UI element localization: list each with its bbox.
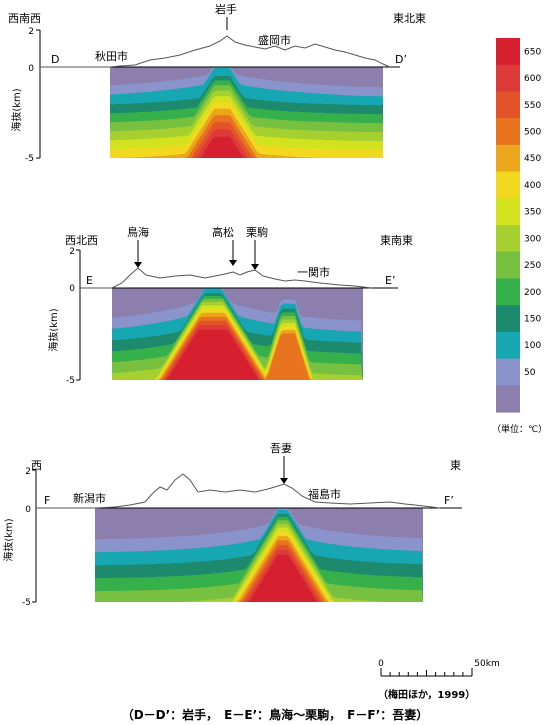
section-d-place-morioka: 盛岡市 [258,33,291,47]
section-d-ytick-5: -5 [25,154,34,164]
section-d-end-right: D’ [395,53,407,66]
section-f-topography [36,473,441,509]
section-d-ytick-0: 0 [28,64,34,74]
section-f-ytick-2: 2 [25,467,31,477]
section-f-band-8 [95,531,423,602]
section-e-ytick-5: -5 [66,376,75,386]
legend-swatch [496,198,520,226]
legend-swatch [496,251,520,280]
legend-tick-label: 400 [524,181,541,191]
legend-swatch [496,305,520,333]
section-e: 西北西 東南東 E E’ 鳥海 高松 栗駒 一関市 海抜(km) 2 0 -5 [47,225,413,386]
legend-tick-label: 450 [524,154,541,164]
legend-tick-label: 500 [524,128,541,138]
section-f-ylabel: 海抜(km) [2,518,15,561]
section-e-dir-right: 東南東 [380,234,413,247]
section-f-ytick-0: 0 [25,505,31,515]
section-d-ylabel: 海抜(km) [10,88,23,131]
section-d-place-akita: 秋田市 [95,49,128,63]
legend-swatch [496,171,520,199]
scale-bar: 0 50km [378,659,500,677]
legend-unit-label: （単位：℃） [492,423,547,435]
legend-swatch [496,91,520,119]
section-d-dir-left: 西南西 [8,12,41,25]
section-f-band-13 [95,554,423,602]
section-e-takamatsu-arrowhead [229,260,237,266]
legend-tick-label: 50 [524,368,536,378]
section-d-place-iwate: 岩手 [215,2,237,16]
legend-tick-label: 150 [524,315,541,325]
legend-tick-label: 100 [524,341,541,351]
section-f-place-fukushima: 福島市 [308,487,341,501]
scale-bar-end-label: 50km [474,659,499,669]
section-d-temperature-bands [110,67,383,158]
legend-swatch [496,331,520,360]
section-e-place-kurikoma: 栗駒 [246,226,268,239]
legend-swatches [496,38,520,413]
source-citation: （梅田ほか，1999） [378,688,475,701]
legend-swatch [496,385,520,413]
section-e-topography [80,267,373,289]
legend-tick-label: 300 [524,234,541,244]
legend-tick-label: 550 [524,101,541,111]
section-f: 西 東 F F’ 新潟市 吾妻 福島市 海抜(km) 2 0 -5 [2,442,462,608]
section-d-band-11 [110,122,383,158]
section-e-dir-left: 西北西 [65,234,98,247]
section-e-end-right: E’ [385,274,395,287]
legend-swatch [496,225,520,253]
section-f-end-right: F’ [444,494,454,507]
legend-swatch [496,38,520,66]
section-f-place-azuma: 吾妻 [270,442,292,455]
section-e-chokai-arrowhead [134,262,142,268]
section-e-place-chokai: 鳥海 [127,225,149,239]
section-e-place-ichinoseki: 一関市 [297,265,330,279]
section-f-end-left: F [44,494,50,507]
legend-swatch [496,118,520,146]
section-f-band-9 [95,535,423,602]
section-d-band-7 [110,96,383,158]
section-f-dir-left: 西 [31,459,42,472]
section-e-kurikoma-arrowhead [251,264,259,270]
section-d-dir-right: 東北東 [393,12,426,25]
section-e-band-13 [112,329,363,380]
legend-swatch [496,64,520,93]
section-d-topography [40,35,391,68]
figure-caption: （D－D’：岩手， E－E’：鳥海～栗駒， F－F’：吾妻） [122,707,429,722]
legend-swatch [496,358,520,386]
section-e-ytick-0: 0 [69,284,75,294]
section-d-band-8 [110,102,383,158]
scale-bar-minor-ticks [389,670,464,676]
legend-ticks: 650 600 550 500 450 400 350 300 250 200 150 100 50 [524,47,541,378]
legend-tick-label: 200 [524,288,541,298]
section-e-temperature-bands [112,288,363,380]
section-f-azuma-arrowhead [280,478,288,484]
section-f-dir-right: 東 [450,459,461,472]
section-f-ytick-5: -5 [22,598,31,608]
section-e-ylabel: 海抜(km) [47,308,60,351]
section-f-place-niigata: 新潟市 [73,491,106,505]
section-e-ytick-2: 2 [69,247,75,257]
legend-swatch [496,144,520,173]
legend-tick-label: 650 [524,47,541,57]
section-e-end-left: E [86,274,93,287]
temperature-legend: 650 600 550 500 450 400 350 300 250 200 150 100 50 （… [492,38,547,435]
legend-tick-label: 350 [524,208,541,218]
legend-tick-label: 600 [524,74,541,84]
section-d-end-left: D [51,53,59,66]
section-d: 西南西 東北東 D D’ 秋田市 岩手 盛岡市 海抜(km) 2 0 -5 [8,2,426,164]
legend-tick-label: 250 [524,261,541,271]
section-f-temperature-bands [95,508,423,602]
legend-swatch [496,278,520,306]
section-d-ytick-2: 2 [28,27,34,37]
scale-bar-zero-label: 0 [378,659,384,669]
section-e-place-takamatsu: 高松 [212,225,234,239]
